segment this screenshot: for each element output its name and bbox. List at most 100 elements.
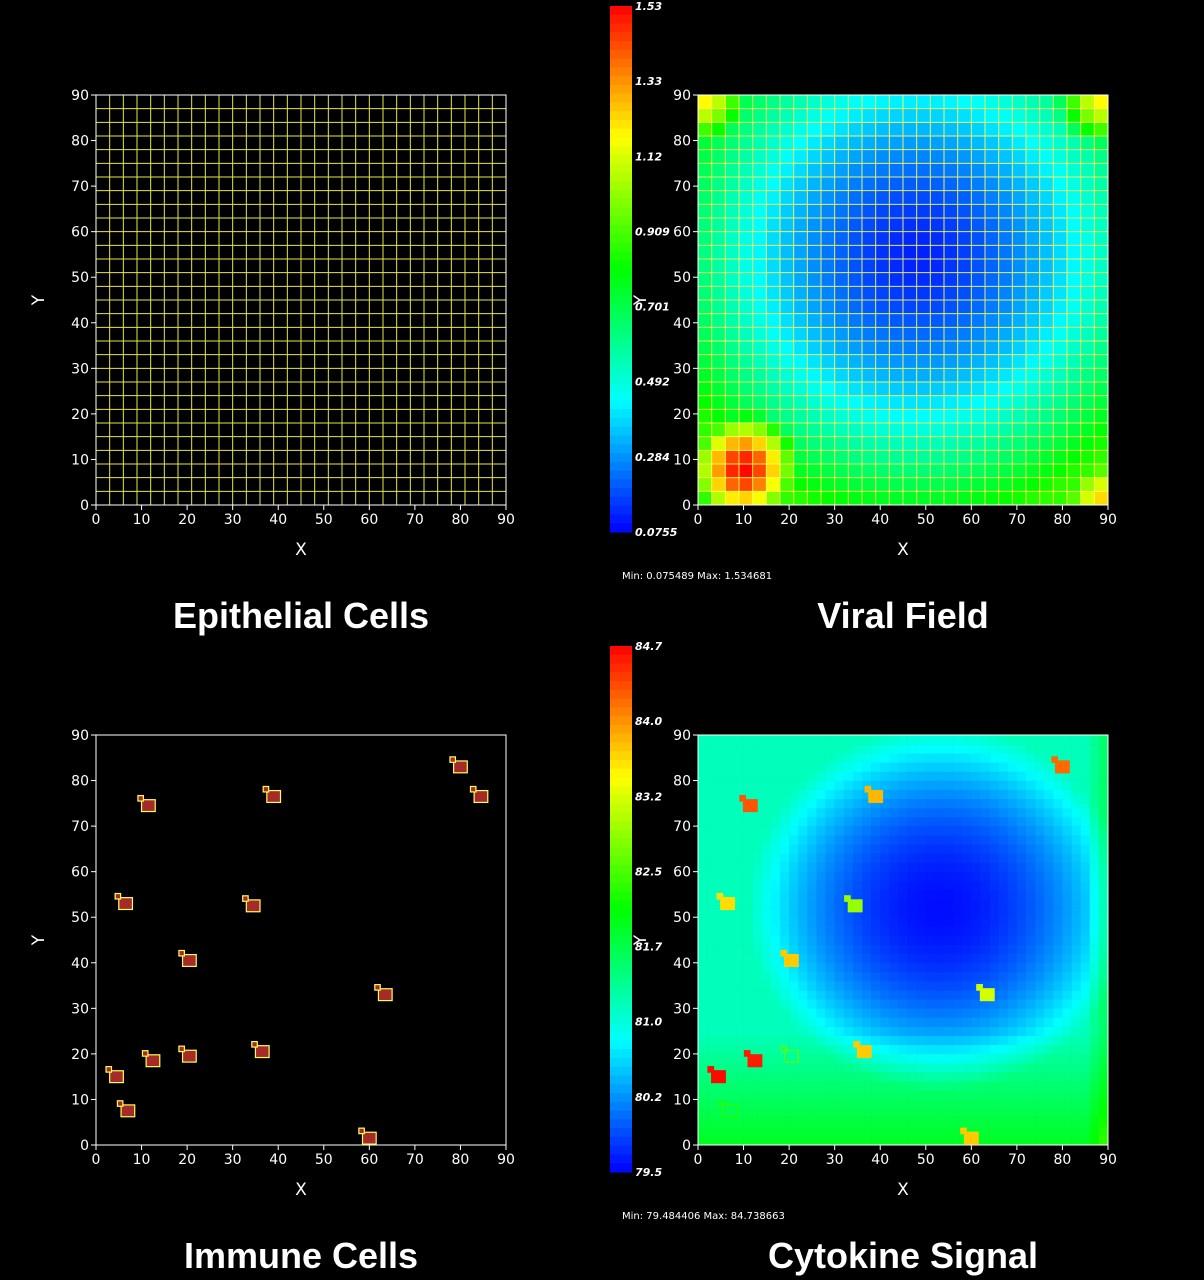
heatmap-cell	[934, 926, 945, 936]
heatmap-cell	[766, 368, 781, 383]
heatmap-cell	[1016, 899, 1027, 909]
heatmap-cell	[1053, 962, 1063, 973]
heatmap-cell	[798, 953, 808, 964]
immune-cell-tip	[178, 949, 185, 957]
heatmap-cell	[798, 753, 808, 763]
heatmap-cell	[725, 753, 735, 763]
heatmap-cell	[698, 981, 708, 991]
heatmap-cell	[1053, 409, 1068, 424]
heatmap-cell	[1053, 1135, 1063, 1146]
heatmap-cell	[930, 464, 945, 478]
heatmap-cell	[798, 889, 808, 900]
heatmap-cell	[821, 218, 835, 232]
heatmap-cell	[907, 1135, 917, 1146]
heatmap-cell	[1026, 354, 1040, 369]
heatmap-cell	[875, 313, 890, 328]
heatmap-cell	[852, 1081, 863, 1091]
heatmap-cell	[944, 908, 954, 918]
heatmap-cell	[1080, 341, 1095, 355]
heatmap-cell	[825, 971, 835, 982]
heatmap-cell	[798, 908, 808, 918]
heatmap-cell	[1035, 780, 1045, 790]
heatmap-cell	[1080, 762, 1091, 772]
heatmap-cell	[798, 780, 808, 790]
heatmap-cell	[698, 826, 708, 836]
heatmap-cell	[766, 286, 781, 301]
heatmap-cell	[934, 844, 945, 854]
heatmap-cell	[1053, 218, 1068, 232]
heatmap-cell	[834, 382, 849, 396]
colorbar-band	[610, 1005, 632, 1015]
heatmap-cell	[716, 1135, 726, 1146]
colorbar-band	[610, 295, 632, 305]
plot-frame	[95, 94, 507, 506]
heatmap-cell	[985, 218, 999, 232]
heatmap-cell	[1016, 1081, 1027, 1091]
heatmap-cell	[875, 218, 890, 232]
heatmap-cell	[1067, 368, 1081, 383]
heatmap-cell	[1062, 971, 1072, 982]
heatmap-cell	[934, 1008, 945, 1018]
heatmap-cell	[725, 926, 735, 936]
immune-cell-tip	[116, 1100, 124, 1107]
colorbar-band	[610, 698, 632, 708]
heatmap-cell	[707, 1008, 717, 1018]
heatmap-cell	[834, 862, 845, 872]
heatmap-cell	[1071, 1099, 1081, 1109]
heatmap-cell	[1089, 1008, 1100, 1018]
heatmap-cell	[1098, 990, 1109, 1000]
colorbar-band	[610, 382, 632, 393]
heatmap-cell	[989, 1026, 999, 1036]
heatmap-cell	[1007, 917, 1018, 927]
heatmap-cell	[807, 926, 817, 936]
heatmap-cell	[880, 1126, 890, 1137]
heatmap-cell	[862, 908, 872, 918]
heatmap-cell	[916, 1081, 927, 1091]
heatmap-cell	[761, 789, 772, 800]
heatmap-cell	[798, 1008, 808, 1018]
heatmap-cell	[843, 1099, 854, 1109]
heatmap-cell	[1026, 1090, 1036, 1100]
heatmap-cell	[898, 807, 908, 818]
heatmap-cells	[698, 735, 1109, 1146]
heatmap-cell	[898, 1099, 908, 1109]
heatmap-cell	[789, 807, 799, 818]
heatmap-cell	[1035, 862, 1045, 872]
heatmap-cell	[1026, 149, 1040, 164]
cytokine-cell-body	[742, 799, 758, 813]
heatmap-cell	[816, 935, 826, 945]
heatmap-cell	[998, 789, 1009, 800]
heatmap-cell	[889, 409, 904, 424]
heatmap-cell	[1035, 753, 1045, 763]
heatmap-cell	[916, 436, 931, 451]
heatmap-cell	[980, 862, 990, 872]
heatmap-cell	[848, 491, 863, 506]
heatmap-cell	[761, 753, 772, 763]
heatmap-cell	[698, 953, 708, 964]
heatmap-cell	[725, 1081, 735, 1091]
heatmap-cell	[971, 944, 981, 954]
y-tick-label: 40	[673, 956, 691, 972]
heatmap-cell	[780, 436, 794, 451]
heatmap-cell	[1053, 926, 1063, 936]
heatmap-cell	[953, 926, 963, 936]
heatmap-cell	[743, 735, 753, 745]
heatmap-cell	[1062, 1108, 1072, 1118]
heatmap-cell	[889, 272, 904, 287]
heatmap-cell	[807, 149, 822, 164]
heatmap-cell	[780, 423, 794, 437]
heatmap-cell	[925, 835, 936, 845]
heatmap-cell	[889, 771, 899, 781]
heatmap-cell	[930, 286, 945, 301]
heatmap-cell	[807, 491, 822, 506]
heatmap-cell	[698, 177, 712, 191]
heatmap-cell	[725, 1108, 735, 1118]
heatmap-cell	[698, 409, 712, 424]
immune-panel: 0 10 20 30 40 50 60 70 80 900102030405060708090XY…	[29, 728, 515, 1276]
cytokine-cell-tip	[844, 895, 851, 902]
heatmap-cell	[1026, 450, 1040, 465]
x-tick-label: 10	[133, 1152, 151, 1168]
heatmap-cell	[739, 108, 753, 123]
heatmap-cell	[1053, 835, 1063, 845]
heatmap-cell	[780, 122, 794, 137]
